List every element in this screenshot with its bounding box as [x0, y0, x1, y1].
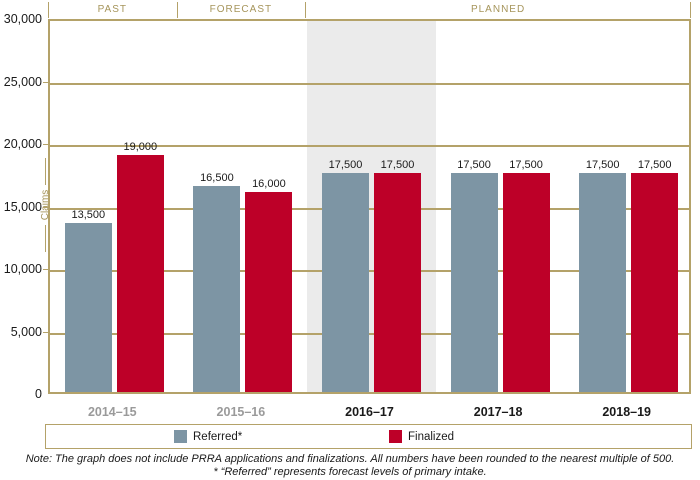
- bar-value-label: 17,500: [380, 159, 415, 172]
- bar-value-label: 19,000: [123, 140, 158, 153]
- legend-swatch: [389, 430, 402, 443]
- bar-value-label: 13,500: [71, 209, 106, 222]
- x-category-label: 2018–19: [602, 405, 652, 419]
- bar-finalized: [116, 154, 164, 392]
- legend-item: Finalized: [389, 425, 454, 448]
- y-axis-tick: [43, 206, 48, 208]
- bar-value-label: 17,500: [457, 159, 491, 172]
- legend-label: Referred*: [193, 430, 243, 443]
- phase-label: PAST: [97, 4, 127, 15]
- phase-label: FORECAST: [209, 4, 273, 15]
- x-category-label: 2014–15: [87, 405, 137, 419]
- y-tick-label: 15,000: [3, 199, 42, 214]
- y-axis-title-text: Claims: [39, 189, 51, 221]
- y-axis-title-rule-bottom: [44, 157, 46, 185]
- bar-finalized: [374, 173, 421, 392]
- phase-tick: [176, 2, 178, 18]
- grid-line: [50, 207, 689, 210]
- bar-finalized: [631, 173, 679, 392]
- bar-value-label: 17,500: [328, 159, 363, 172]
- y-tick-label: 10,000: [3, 262, 42, 276]
- bar-referred: [322, 173, 369, 392]
- bar-value-label: 17,500: [637, 159, 672, 172]
- note-line-1: Note: The graph does not include PRRA ap…: [25, 453, 675, 465]
- y-tick-label: 25,000: [3, 74, 42, 89]
- phase-tick: [690, 2, 691, 18]
- phase-tick: [48, 2, 49, 18]
- bar-finalized: [502, 173, 550, 392]
- x-category-label: 2015–16: [216, 405, 266, 419]
- legend-label: Finalized: [408, 430, 455, 443]
- grid-line: [50, 145, 689, 147]
- grid-line: [50, 270, 689, 272]
- bar-value-label: 17,500: [509, 159, 543, 172]
- x-category-label: 2016–17: [345, 405, 394, 419]
- phase-tick: [305, 2, 307, 18]
- y-tick-label: 20,000: [3, 137, 42, 151]
- y-tick-label: 30,000: [3, 12, 42, 26]
- y-axis-title-rule-top: [44, 225, 46, 253]
- y-axis-title: Claims: [39, 153, 51, 257]
- bar-value-label: 16,500: [200, 171, 234, 184]
- y-tick-label: 0: [35, 387, 42, 401]
- legend-swatch: [174, 430, 187, 443]
- legend: Referred* Finalized: [45, 424, 692, 449]
- grid-line: [50, 332, 689, 335]
- bar-referred: [193, 185, 241, 392]
- bar-value-label: 16,000: [252, 178, 286, 190]
- bar-referred: [64, 223, 112, 392]
- y-axis-tick: [43, 144, 48, 145]
- legend-item: Referred*: [174, 425, 242, 448]
- footnotes: Note: The graph does not include PRRA ap…: [0, 453, 700, 479]
- bar-value-label: 17,500: [585, 159, 620, 172]
- bar-referred: [450, 173, 498, 392]
- note-line-2: * “Referred” represents forecast levels …: [213, 466, 487, 478]
- y-tick-label: 5,000: [10, 324, 42, 339]
- bar-finalized: [245, 192, 293, 392]
- phase-label: PLANNED: [470, 4, 526, 15]
- plot-area: 13,500 19,000 16,500 16,000 17,500 17,500 17,5…: [48, 19, 691, 394]
- y-axis-tick: [43, 269, 48, 270]
- y-axis-tick: [43, 331, 48, 333]
- y-axis-tick: [43, 81, 48, 83]
- bar-referred: [579, 173, 627, 392]
- grid-line: [50, 82, 689, 85]
- x-category-label: 2017–18: [473, 405, 523, 419]
